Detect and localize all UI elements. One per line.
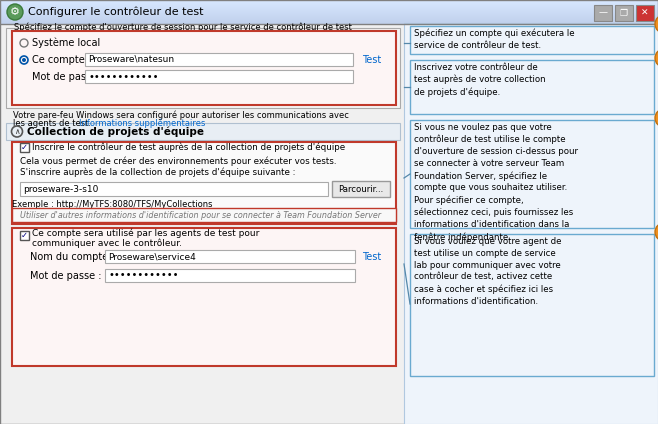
- FancyBboxPatch shape: [404, 23, 658, 424]
- FancyBboxPatch shape: [0, 12, 658, 13]
- Text: ••••••••••••: ••••••••••••: [108, 271, 178, 281]
- FancyBboxPatch shape: [12, 31, 396, 105]
- Text: les agents de test.: les agents de test.: [13, 119, 93, 128]
- FancyBboxPatch shape: [12, 142, 396, 224]
- FancyBboxPatch shape: [636, 5, 654, 21]
- Text: Mot de passe :: Mot de passe :: [32, 72, 103, 82]
- FancyBboxPatch shape: [410, 234, 654, 376]
- Text: Cela vous permet de créer des environnements pour exécuter vos tests.: Cela vous permet de créer des environnem…: [20, 156, 336, 166]
- FancyBboxPatch shape: [594, 5, 612, 21]
- Text: Inscrivez votre contrôleur de
test auprès de votre collection
de projets d'équip: Inscrivez votre contrôleur de test auprè…: [414, 63, 545, 97]
- FancyBboxPatch shape: [105, 250, 355, 263]
- Text: —: —: [599, 8, 607, 17]
- FancyBboxPatch shape: [0, 13, 658, 14]
- Circle shape: [655, 15, 658, 33]
- Text: ✓: ✓: [21, 231, 28, 240]
- Text: Nom du compte :: Nom du compte :: [30, 252, 114, 262]
- FancyBboxPatch shape: [0, 15, 658, 16]
- Text: proseware-3-s10: proseware-3-s10: [23, 184, 99, 193]
- FancyBboxPatch shape: [0, 0, 658, 1]
- FancyBboxPatch shape: [0, 18, 658, 19]
- Text: Test: Test: [362, 55, 381, 65]
- Text: communiquer avec le contrôleur.: communiquer avec le contrôleur.: [32, 238, 182, 248]
- Text: Collection de projets d'équipe: Collection de projets d'équipe: [27, 126, 204, 137]
- Text: Inscrire le contrôleur de test auprès de la collection de projets d'équipe: Inscrire le contrôleur de test auprès de…: [32, 143, 345, 152]
- FancyBboxPatch shape: [0, 17, 658, 18]
- Text: Parcourir...: Parcourir...: [338, 184, 384, 193]
- Circle shape: [655, 223, 658, 241]
- Circle shape: [7, 4, 23, 20]
- Text: ✓: ✓: [21, 143, 28, 152]
- Text: Ce compte :: Ce compte :: [32, 55, 91, 65]
- FancyBboxPatch shape: [12, 228, 396, 366]
- FancyBboxPatch shape: [0, 10, 658, 11]
- FancyBboxPatch shape: [0, 16, 658, 17]
- FancyBboxPatch shape: [20, 143, 29, 152]
- FancyBboxPatch shape: [6, 123, 400, 140]
- Circle shape: [655, 49, 658, 67]
- FancyBboxPatch shape: [0, 7, 658, 8]
- FancyBboxPatch shape: [0, 23, 658, 424]
- Text: Utiliser d'autres informations d'identification pour se connecter à Team Foundat: Utiliser d'autres informations d'identif…: [20, 210, 381, 220]
- Text: Exemple : http://MyTFS:8080/TFS/MyCollections: Exemple : http://MyTFS:8080/TFS/MyCollec…: [12, 200, 213, 209]
- Text: Proseware\service4: Proseware\service4: [108, 252, 195, 261]
- FancyBboxPatch shape: [85, 53, 353, 66]
- Text: Si vous ne voulez pas que votre
contrôleur de test utilise le compte
d'ouverture: Si vous ne voulez pas que votre contrôle…: [414, 123, 578, 242]
- FancyBboxPatch shape: [105, 269, 355, 282]
- FancyBboxPatch shape: [0, 20, 658, 21]
- Text: Configurer le contrôleur de test: Configurer le contrôleur de test: [28, 7, 203, 17]
- Text: Système local: Système local: [32, 38, 100, 48]
- Text: ∧: ∧: [14, 127, 20, 136]
- Text: Informations supplémentaires: Informations supplémentaires: [80, 119, 206, 128]
- FancyBboxPatch shape: [0, 5, 658, 6]
- Text: ••••••••••••: ••••••••••••: [88, 72, 159, 81]
- Circle shape: [655, 109, 658, 127]
- FancyBboxPatch shape: [0, 3, 658, 4]
- FancyBboxPatch shape: [0, 22, 658, 23]
- FancyBboxPatch shape: [0, 6, 658, 7]
- Text: Ce compte sera utilisé par les agents de test pour: Ce compte sera utilisé par les agents de…: [32, 228, 259, 238]
- Text: Spécifiez le compte d'ouverture de session pour le service de contrôleur de test: Spécifiez le compte d'ouverture de sessi…: [14, 23, 352, 33]
- FancyBboxPatch shape: [20, 231, 29, 240]
- FancyBboxPatch shape: [20, 182, 328, 196]
- FancyBboxPatch shape: [6, 28, 400, 108]
- FancyBboxPatch shape: [12, 208, 396, 222]
- FancyBboxPatch shape: [410, 60, 654, 114]
- FancyBboxPatch shape: [0, 8, 658, 9]
- FancyBboxPatch shape: [0, 1, 658, 2]
- FancyBboxPatch shape: [615, 5, 633, 21]
- FancyBboxPatch shape: [332, 181, 390, 197]
- Text: Mot de passe :: Mot de passe :: [30, 271, 101, 281]
- Circle shape: [22, 58, 26, 62]
- FancyBboxPatch shape: [0, 19, 658, 20]
- Text: Si vous voulez que votre agent de
test utilise un compte de service
lab pour com: Si vous voulez que votre agent de test u…: [414, 237, 561, 306]
- Text: S'inscrire auprès de la collection de projets d'équipe suivante :: S'inscrire auprès de la collection de pr…: [20, 167, 295, 177]
- FancyBboxPatch shape: [85, 70, 353, 83]
- Text: ⚙: ⚙: [10, 7, 20, 17]
- FancyBboxPatch shape: [0, 21, 658, 22]
- FancyBboxPatch shape: [410, 26, 654, 54]
- FancyBboxPatch shape: [0, 4, 658, 5]
- Text: Votre pare-feu Windows sera configuré pour autoriser les communications avec: Votre pare-feu Windows sera configuré po…: [13, 110, 349, 120]
- Text: ✕: ✕: [642, 8, 649, 17]
- FancyBboxPatch shape: [0, 11, 658, 12]
- FancyBboxPatch shape: [0, 14, 658, 15]
- FancyBboxPatch shape: [0, 2, 658, 3]
- Text: Test: Test: [362, 252, 381, 262]
- FancyBboxPatch shape: [0, 9, 658, 10]
- FancyBboxPatch shape: [410, 120, 654, 228]
- Text: Spécifiez un compte qui exécutera le
service de contrôleur de test.: Spécifiez un compte qui exécutera le ser…: [414, 29, 574, 50]
- FancyBboxPatch shape: [0, 23, 658, 24]
- Text: Proseware\natesun: Proseware\natesun: [88, 55, 174, 64]
- Text: ❐: ❐: [620, 8, 628, 17]
